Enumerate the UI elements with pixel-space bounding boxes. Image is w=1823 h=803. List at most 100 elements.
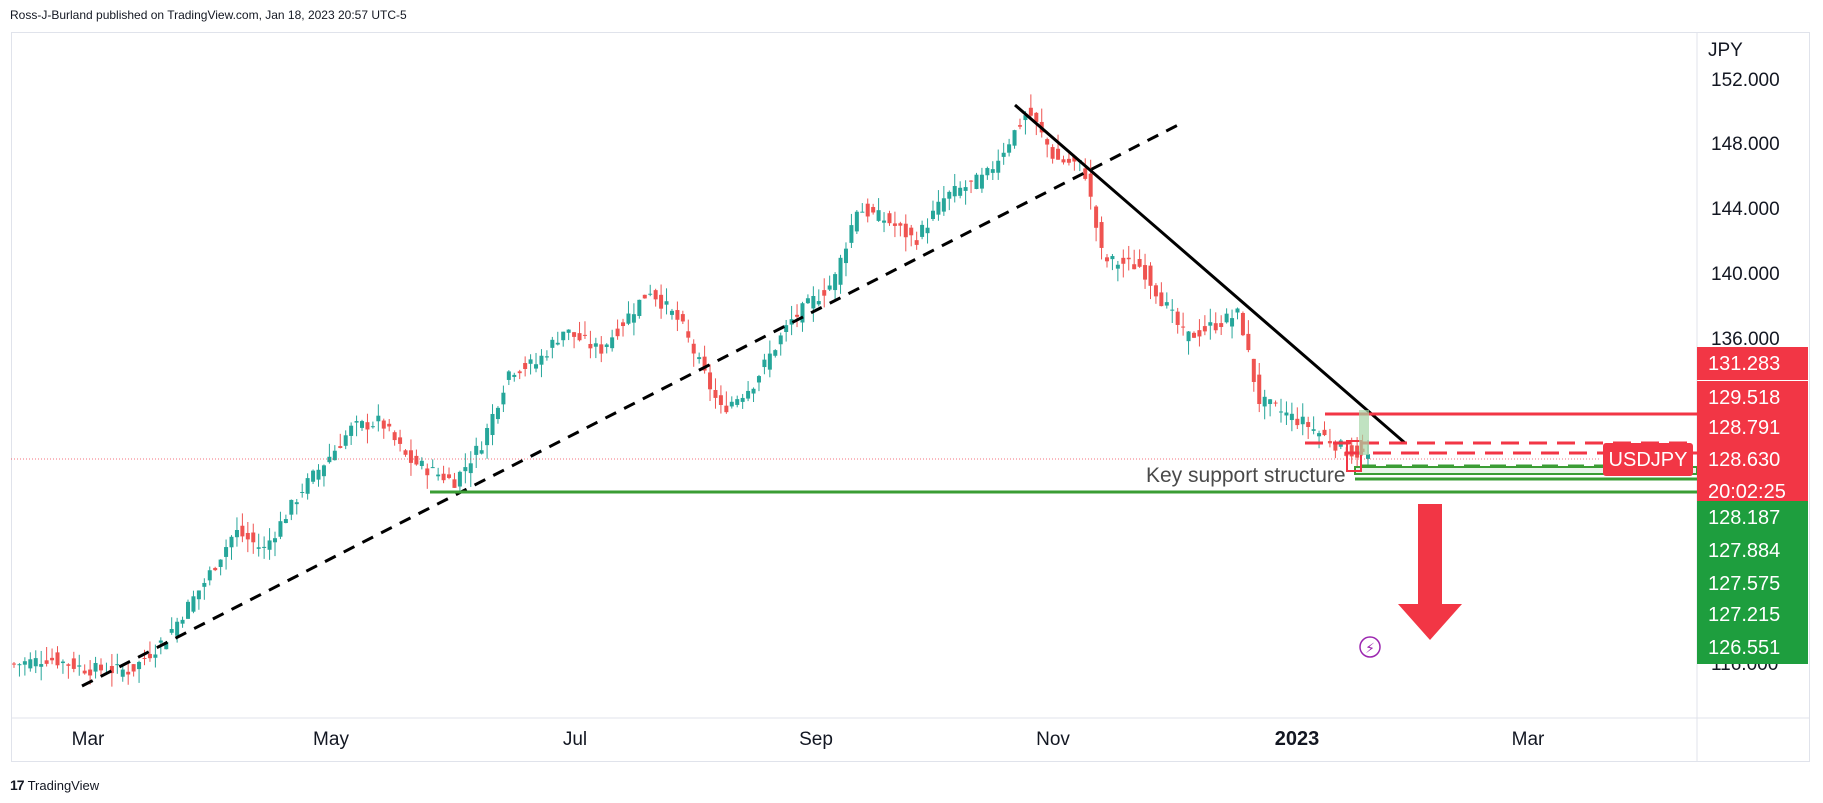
candle-body [191,596,196,612]
candle-body [256,547,261,549]
lightning-icon [1359,636,1381,658]
candle-body [1045,139,1050,145]
candle-body [708,372,713,390]
candle-body [343,435,348,446]
candle-body [376,415,381,422]
candle-body [947,191,952,199]
candle-body [756,376,761,383]
candle-body [1143,265,1148,280]
candle-body [50,657,55,661]
candle-body [240,525,245,537]
candle-body [528,359,533,364]
candle-body [838,257,843,285]
price-badge [1697,443,1808,476]
price-badge-label: 128.791 [1708,417,1780,439]
candle-body [441,473,446,481]
candle-body [936,201,941,215]
candle-body [273,538,278,543]
candle-body [158,640,163,643]
candle-body [126,671,131,675]
candle-body [1240,313,1245,336]
candle-body [408,450,413,463]
price-badge [1697,347,1808,380]
candle-body [262,546,267,548]
last-candle-highlight [1359,410,1369,455]
candle-body [99,664,104,671]
candle-body [767,353,772,370]
candle-body [1066,158,1071,163]
candle-body [550,339,555,348]
candle-body [664,301,669,305]
candle-body [713,390,718,398]
candle-body [387,423,392,427]
candle-body [1235,308,1240,313]
support-annotation: Key support structure [1146,464,1346,487]
candle-body [925,227,930,234]
candle-body [332,450,337,461]
candle-body [952,186,957,197]
candle-body [1094,206,1099,228]
candle-body [403,450,408,455]
candle-body [305,478,310,494]
candle-body [909,227,914,236]
candle-body [610,337,615,349]
candle-body [680,314,685,322]
y-tick-label: 152.000 [1711,70,1780,91]
candle-body [599,344,604,354]
candle-body [1061,159,1066,163]
y-tick-label: 140.000 [1711,264,1780,285]
candle-body [463,467,468,472]
candle-body [479,450,484,454]
candle-body [800,303,805,323]
candle-body [283,519,288,524]
candle-body [1137,259,1142,267]
candle-body [1110,256,1115,260]
candle-body [724,405,729,413]
candle-body [207,570,212,581]
candle-body [882,220,887,223]
candle-body [1284,412,1289,416]
candle-body [1083,168,1088,179]
candle-body [115,664,120,666]
tradingview-logo[interactable]: 17 TradingView [10,777,99,793]
candle-body [691,343,696,354]
candle-body [958,187,963,196]
candle-body [267,540,272,550]
candle-body [218,559,223,567]
candle-body [392,432,397,441]
candle-body [979,174,984,189]
candle-body [321,465,326,477]
candle-body [1322,429,1327,436]
candle-body [251,532,256,543]
price-badge [1697,598,1808,631]
candle-body [1306,422,1311,428]
candle-body [1219,323,1224,327]
candle-body [457,471,462,487]
candle-body [898,223,903,226]
candle-body [169,629,174,633]
candle-body [969,180,974,182]
candle-body [77,665,82,667]
candle-body [642,294,647,299]
candle-body [495,407,500,420]
candle-body [615,328,620,337]
candle-body [990,169,995,173]
candle-body [1317,433,1322,437]
candle-body [805,298,810,304]
candle-body [414,455,419,465]
candle-body [697,357,702,360]
candle-body [588,343,593,349]
candle-body [381,420,386,429]
candle-body [773,350,778,356]
price-badge [1697,381,1808,414]
candle-body [88,669,93,676]
symbol-label: USDJPY [1609,449,1688,471]
candle-body [1104,257,1109,262]
candle-body [1289,413,1294,421]
candle-body [147,653,152,659]
candle-body [751,388,756,394]
candle-body [1224,313,1229,323]
candle-body [1121,257,1126,264]
candle-body [1153,285,1158,297]
